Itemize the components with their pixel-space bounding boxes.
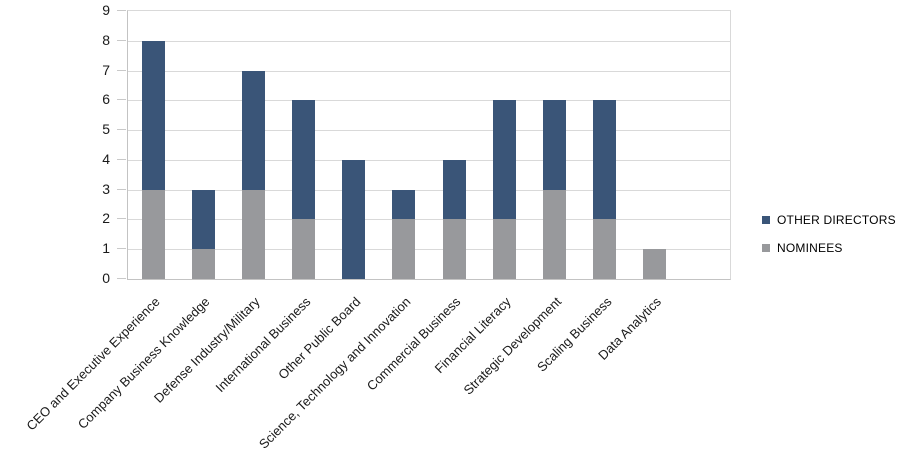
y-axis-tick-label: 1 [102,240,110,257]
y-tick-mark [117,278,126,279]
x-axis: CEO and Executive Experience Company Busi… [23,290,729,465]
bar-segment [492,100,516,220]
y-tick-mark [117,248,126,249]
x-axis-category-label: International Business [212,294,314,396]
legend-item: NOMINEES [762,241,896,255]
y-tick-mark [117,218,126,219]
y-axis-tick-label: 2 [102,210,110,227]
bar-segment [241,189,265,279]
bar-segment [292,219,316,279]
x-axis-category-label: Commercial Business [364,294,464,394]
bar-segment [442,159,466,220]
bar-segment [593,219,617,279]
gridline [128,41,730,42]
gridline [128,160,730,161]
legend-label: OTHER DIRECTORS [777,213,896,227]
bar-segment [542,100,566,190]
bar-segment [342,159,366,279]
gridline [128,249,730,250]
gridline [128,71,730,72]
bar-segment [241,70,265,190]
bar-segment [542,189,566,279]
y-tick-mark [117,10,126,11]
y-tick-mark [117,99,126,100]
y-axis-tick-label: 3 [102,180,110,197]
y-tick-mark [117,189,126,190]
y-axis-tick-label: 7 [102,61,110,78]
gridline [128,130,730,131]
bar-segment [643,249,667,279]
y-axis-tick-label: 0 [102,270,110,286]
y-axis: 0 1 2 3 4 5 6 7 8 9 [0,2,110,286]
y-tick-mark [117,70,126,71]
bar-segment [141,189,165,279]
legend-swatch [762,216,770,224]
bar-segment [292,100,316,220]
legend-item: OTHER DIRECTORS [762,213,896,227]
y-tick-mark [117,129,126,130]
y-axis-ticks [117,10,127,279]
gridline [128,190,730,191]
legend-label: NOMINEES [777,241,843,255]
y-axis-tick-label: 4 [102,150,110,167]
bar-segment [141,40,165,190]
legend-swatch [762,244,770,252]
y-axis-tick-label: 9 [102,2,110,18]
bar-segment [442,219,466,279]
bar-segment [392,189,416,220]
gridline [128,100,730,101]
y-axis-tick-label: 8 [102,31,110,48]
bar-segment [492,219,516,279]
gridline [128,219,730,220]
bar-segment [191,249,215,279]
y-tick-mark [117,159,126,160]
bar-segment [191,189,215,250]
y-axis-tick-label: 6 [102,91,110,108]
bar-segment [593,100,617,220]
y-axis-tick-label: 5 [102,121,110,138]
x-axis-category-label: Strategic Development [460,294,565,398]
legend: OTHER DIRECTORS NOMINEES [762,213,896,269]
y-tick-mark [117,40,126,41]
plot-area [127,10,731,280]
bar-segment [392,219,416,279]
